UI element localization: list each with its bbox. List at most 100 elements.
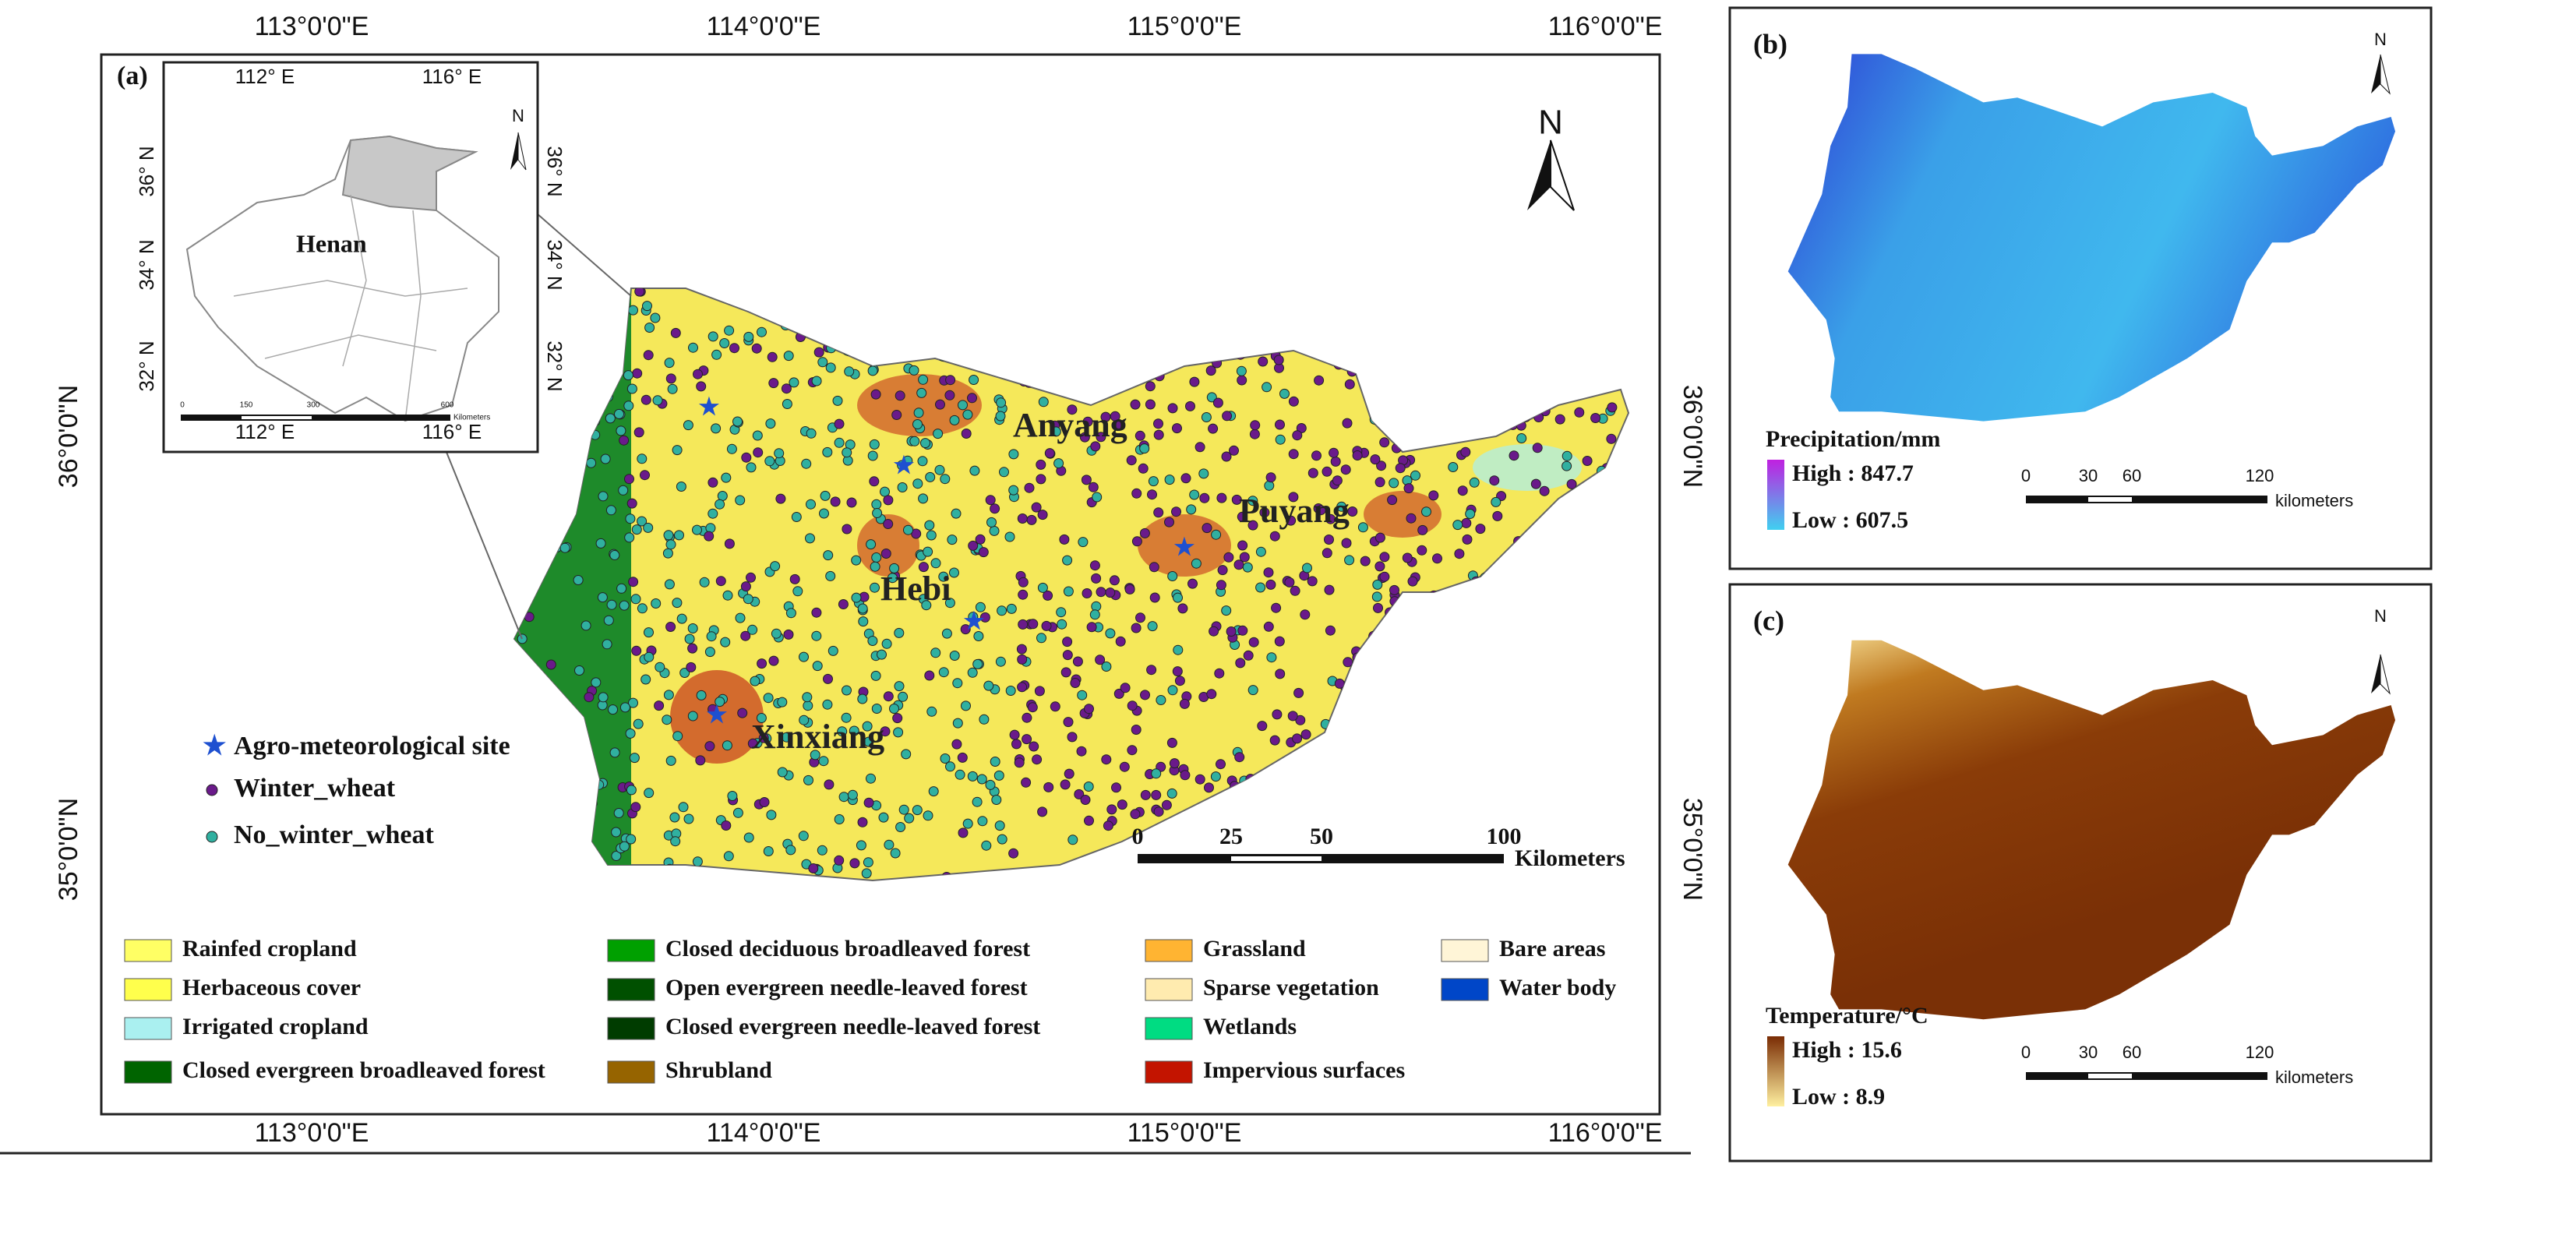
- sample-point: [726, 443, 737, 454]
- sample-point: [857, 693, 868, 704]
- sample-point: [1067, 404, 1078, 415]
- sample-point: [870, 670, 881, 681]
- sample-point: [652, 395, 663, 406]
- sample-point: [1322, 548, 1332, 559]
- sample-point: [650, 312, 661, 323]
- sample-point: [1469, 477, 1480, 488]
- sample-point: [866, 539, 877, 550]
- sample-point: [1151, 789, 1162, 800]
- inset-lon: 112° E: [235, 65, 295, 88]
- legend-swatch: [1145, 1017, 1193, 1040]
- legend-label: Irrigated cropland: [182, 1014, 369, 1039]
- sample-point: [863, 857, 873, 868]
- sample-point: [951, 739, 962, 750]
- north-arrow: [1527, 140, 1551, 210]
- sample-point: [704, 531, 715, 542]
- sample-point: [909, 436, 920, 446]
- region-label: Henan: [296, 229, 367, 257]
- lat-label: 36°0'0"N: [54, 385, 83, 488]
- sample-point: [1005, 686, 1016, 696]
- lon-label: 115°0'0"E: [1127, 12, 1242, 41]
- sample-point: [655, 662, 665, 672]
- sample-point: [857, 817, 868, 827]
- sample-point: [625, 513, 636, 524]
- sample-point: [1185, 400, 1195, 411]
- sample-point: [791, 512, 802, 522]
- sample-point: [803, 700, 813, 711]
- sample-point: [1237, 511, 1247, 522]
- sample-point: [1259, 507, 1270, 518]
- sample-point: [1011, 739, 1022, 750]
- sample-point: [1037, 582, 1048, 593]
- sample-point: [687, 623, 698, 633]
- sample-point: [1127, 745, 1138, 756]
- sample-point: [1263, 621, 1274, 632]
- sample-point: [1262, 382, 1272, 393]
- sample-point: [1269, 735, 1280, 746]
- sample-point: [802, 692, 813, 703]
- inset-lon: 116° E: [422, 65, 482, 88]
- sample-point: [983, 680, 994, 691]
- lon-label: 116°0'0"E: [1548, 12, 1663, 41]
- sample-point: [967, 393, 977, 404]
- sample-point: [918, 493, 929, 504]
- sample-point: [1247, 685, 1258, 696]
- sample-point: [1314, 375, 1325, 386]
- sample-point: [1050, 426, 1061, 437]
- sample-point: [766, 810, 777, 820]
- sample-point: [1379, 552, 1390, 563]
- sample-point: [968, 612, 979, 623]
- legend-swatch: [1145, 939, 1193, 962]
- sample-point: [844, 366, 855, 377]
- sample-point: [1266, 652, 1277, 663]
- sample-point: [732, 416, 743, 427]
- scale-bar: [1231, 856, 1322, 861]
- legend-label: Winter_wheat: [234, 774, 396, 803]
- sample-point: [1140, 789, 1151, 800]
- sample-point: [662, 715, 672, 725]
- sample-point: [902, 455, 913, 466]
- sample-point: [1284, 577, 1295, 587]
- sample-point: [940, 474, 951, 485]
- sample-point: [721, 820, 732, 831]
- sample-point: [1204, 782, 1214, 793]
- sample-point: [1060, 779, 1071, 790]
- sample-point: [644, 788, 655, 799]
- sample-point: [881, 638, 892, 649]
- sample-point: [945, 761, 955, 772]
- sample-point: [1286, 515, 1297, 526]
- sample-point: [545, 659, 556, 670]
- site-star: ★: [964, 609, 985, 634]
- sample-point: [1342, 418, 1353, 429]
- sample-point: [629, 753, 640, 764]
- sample-point: [1138, 463, 1149, 474]
- sample-point: [704, 647, 715, 658]
- sample-point: [763, 693, 774, 704]
- sample-point: [591, 677, 602, 688]
- sample-point: [1148, 476, 1159, 487]
- sample-point: [765, 418, 776, 429]
- sample-point: [893, 727, 904, 738]
- legend-swatch: [607, 1060, 655, 1084]
- sample-point: [1100, 411, 1111, 422]
- sample-point: [1115, 636, 1126, 647]
- sample-point: [1325, 513, 1336, 524]
- sample-point: [887, 573, 898, 584]
- inset-lon: 112° E: [235, 420, 295, 443]
- scale-label: 50: [1310, 824, 1333, 849]
- sample-point: [1091, 601, 1102, 612]
- sample-point: [940, 753, 951, 764]
- sample-point: [1607, 402, 1618, 413]
- sample-point: [1029, 741, 1039, 752]
- sample-point: [1089, 609, 1100, 620]
- legend-high: High : 847.7: [1792, 460, 1914, 486]
- sample-point: [1216, 580, 1226, 591]
- sample-point: [1043, 782, 1054, 792]
- sample-point: [1554, 414, 1565, 425]
- sample-point: [1173, 592, 1183, 603]
- sample-point: [1329, 447, 1339, 458]
- sample-point: [706, 631, 717, 642]
- sample-point: [1062, 637, 1073, 647]
- sample-point: [1044, 448, 1055, 459]
